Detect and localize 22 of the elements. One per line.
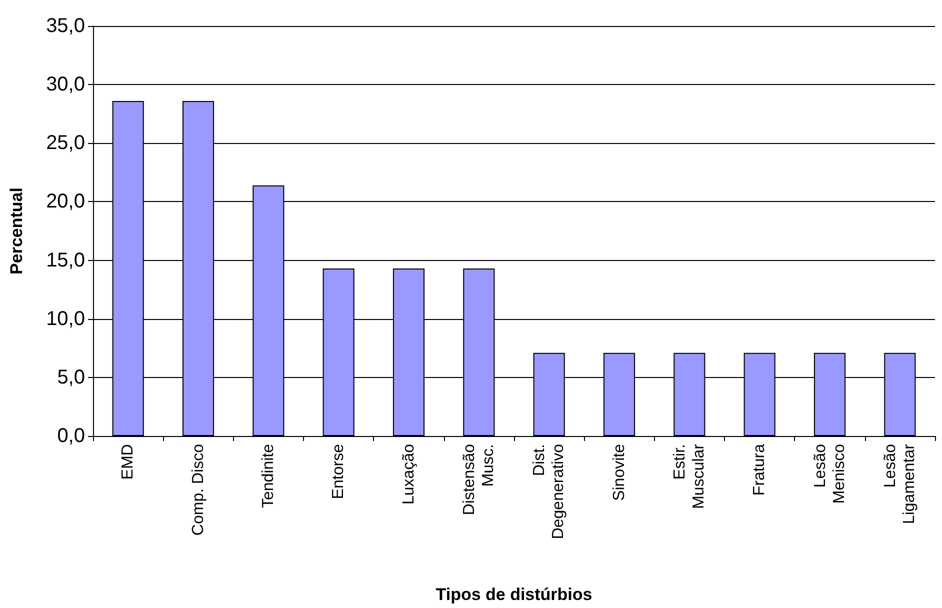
y-tick-label: 25,0 bbox=[46, 132, 85, 154]
y-tick-label: 0,0 bbox=[57, 425, 85, 447]
y-tick-label: 10,0 bbox=[46, 308, 85, 330]
x-tick-label: Fratura bbox=[751, 444, 768, 496]
x-tick-label: Tendinite bbox=[260, 444, 277, 508]
x-axis-title: Tipos de distúrbios bbox=[436, 585, 592, 604]
y-tick-label: 35,0 bbox=[46, 15, 85, 37]
x-tick-label: Lesão Ligamentar bbox=[882, 443, 918, 524]
x-tick-label: Luxação bbox=[400, 444, 418, 504]
y-tick-label: 15,0 bbox=[46, 249, 85, 272]
x-tick-label: Entorse bbox=[330, 444, 348, 500]
x-tick-label: Estir. Muscular bbox=[671, 443, 708, 509]
x-tick-label: Lesão Menisco bbox=[812, 444, 848, 504]
x-tick-label: Sinovite bbox=[610, 444, 628, 501]
y-axis-title: Percentual bbox=[7, 188, 26, 274]
x-tick-label: Comp. Disco bbox=[190, 444, 207, 536]
y-tick-label: 5,0 bbox=[57, 366, 85, 388]
x-tick-label: Distensão Musc. bbox=[460, 444, 497, 516]
x-tick-label: EMD bbox=[120, 444, 137, 480]
y-tick-label: 30,0 bbox=[46, 74, 85, 96]
x-tick-label: Dist. Degenerativo bbox=[531, 444, 568, 540]
y-tick-label: 20,0 bbox=[46, 190, 85, 213]
